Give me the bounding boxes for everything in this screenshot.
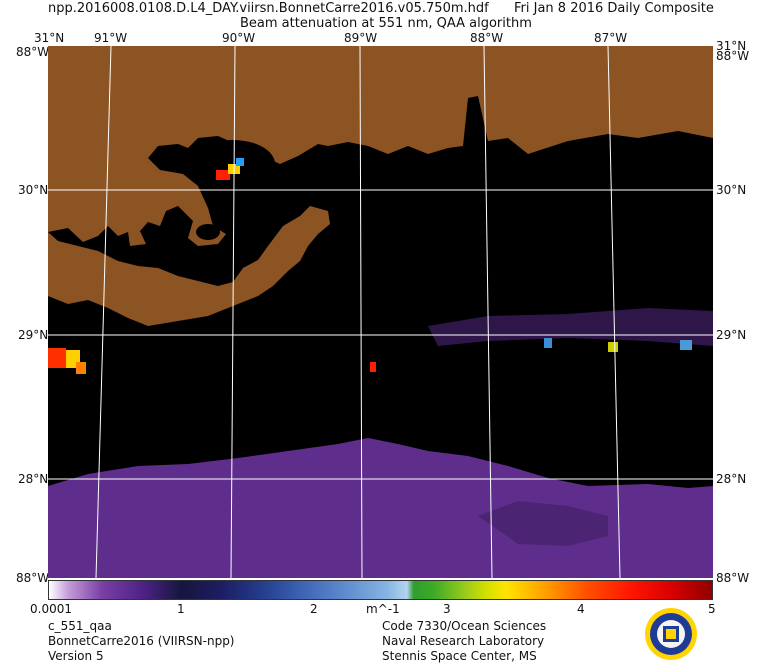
purple-patch-1 (478, 501, 608, 546)
lat-label-30n-left: 30°N (18, 183, 49, 197)
small-lake (196, 224, 220, 240)
colorbar-tick-1: 1 (177, 602, 185, 616)
graticule (48, 46, 713, 578)
lat-label-30n-right: 30°N (716, 183, 747, 197)
lon-label-88w: 88°W (470, 31, 504, 45)
corner-top-left-lon: 88°W (16, 45, 50, 59)
purple-patch-2 (428, 308, 713, 346)
lon-label-91w: 91°W (94, 31, 128, 45)
footer-org-line2: Naval Research Laboratory (382, 634, 545, 648)
corner-top-left-lat: 31°N (34, 31, 65, 45)
east-hotspot-1 (544, 338, 552, 348)
lat-label-28n-left: 28°N (18, 472, 49, 486)
lon-label-89w: 89°W (344, 31, 378, 45)
west-hotspot (48, 348, 86, 374)
footer-org-line3: Stennis Space Center, MS (382, 649, 537, 663)
nrl-seal-logo (645, 608, 697, 660)
lat-label-28n-right: 28°N (716, 472, 747, 486)
mid-hotspot (370, 362, 376, 372)
colorbar-tick-0: 0.0001 (30, 602, 72, 616)
colorbar-tick-3: 3 (443, 602, 451, 616)
land-mass (48, 46, 713, 326)
header-product: Beam attenuation at 551 nm, QAA algorith… (240, 16, 532, 31)
header-filename: npp.2016008.0108.D.L4_DAY.viirsn.BonnetC… (48, 1, 489, 16)
corner-top-right-lon: 88°W (716, 49, 750, 63)
colorbar (48, 580, 713, 600)
lat-label-29n-left: 29°N (18, 328, 49, 342)
colorbar-tick-2: 2 (310, 602, 318, 616)
footer-product-code: c_551_qaa (48, 619, 112, 633)
lat-label-29n-right: 29°N (716, 328, 747, 342)
map-panel (48, 46, 713, 578)
lon-label-90w: 90°W (222, 31, 256, 45)
colorbar-tick-5: 5 (708, 602, 716, 616)
footer-dataset: BonnetCarre2016 (VIIRSN-npp) (48, 634, 235, 648)
corner-top-right-lat: 31°N (716, 39, 747, 53)
corner-bottom-right: 88°W (716, 571, 750, 585)
header-date: Fri Jan 8 2016 Daily Composite (514, 1, 714, 16)
colorbar-tick-4: 4 (577, 602, 585, 616)
east-hotspot-2 (608, 342, 618, 352)
colorbar-unit: m^-1 (366, 602, 400, 616)
corner-bottom-left: 88°W (16, 571, 50, 585)
east-hotspot-3 (680, 340, 692, 350)
footer-version: Version 5 (48, 649, 104, 663)
lon-label-87w: 87°W (594, 31, 628, 45)
footer-org-line1: Code 7330/Ocean Sciences (382, 619, 547, 633)
